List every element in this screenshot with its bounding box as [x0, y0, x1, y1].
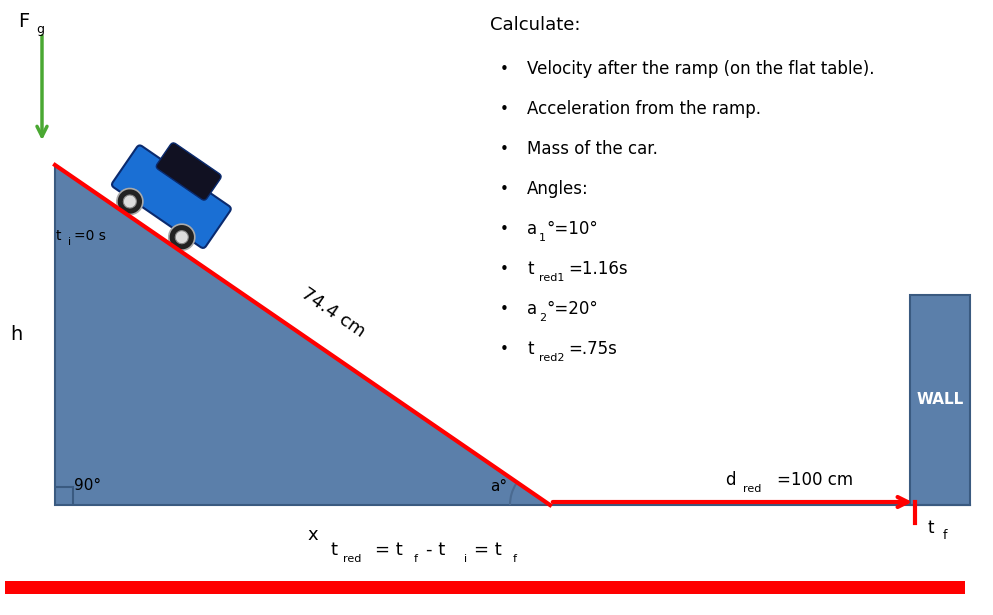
Text: •: • — [500, 182, 508, 197]
Text: 2: 2 — [539, 313, 546, 323]
Text: 1: 1 — [539, 233, 546, 243]
Text: Acceleration from the ramp.: Acceleration from the ramp. — [527, 100, 761, 118]
Text: = t: = t — [474, 541, 501, 559]
Text: Calculate:: Calculate: — [490, 16, 581, 34]
Text: x: x — [307, 526, 318, 544]
Text: i: i — [464, 554, 467, 564]
FancyBboxPatch shape — [910, 295, 970, 505]
Text: Velocity after the ramp (on the flat table).: Velocity after the ramp (on the flat tab… — [527, 60, 875, 78]
Text: =.75s: =.75s — [568, 340, 617, 358]
Text: - t: - t — [426, 541, 445, 559]
Text: i: i — [68, 237, 71, 247]
Text: •: • — [500, 222, 508, 237]
Text: t: t — [527, 260, 533, 278]
Polygon shape — [55, 165, 550, 505]
Text: Mass of the car.: Mass of the car. — [527, 140, 658, 158]
FancyBboxPatch shape — [156, 143, 221, 200]
Circle shape — [176, 231, 189, 244]
Text: 90°: 90° — [74, 478, 101, 493]
Text: WALL: WALL — [917, 392, 963, 408]
Text: a°: a° — [490, 479, 507, 494]
FancyBboxPatch shape — [5, 581, 965, 593]
Text: t: t — [527, 340, 533, 358]
Text: d: d — [725, 471, 736, 489]
Text: 74.4 cm: 74.4 cm — [297, 284, 368, 341]
Circle shape — [123, 195, 136, 208]
Text: t: t — [56, 229, 62, 243]
Text: •: • — [500, 342, 508, 357]
Text: °=20°: °=20° — [546, 300, 598, 318]
Text: •: • — [500, 262, 508, 277]
Text: red1: red1 — [539, 273, 564, 283]
Text: •: • — [500, 302, 508, 317]
Text: = t: = t — [375, 541, 403, 559]
Text: =100 cm: =100 cm — [777, 471, 853, 489]
Text: t: t — [928, 519, 934, 537]
Text: f: f — [513, 554, 517, 564]
Circle shape — [169, 224, 195, 250]
Text: f: f — [414, 554, 418, 564]
Text: red: red — [343, 554, 361, 564]
Text: h: h — [10, 325, 22, 344]
Text: a: a — [527, 300, 537, 318]
Text: •: • — [500, 102, 508, 117]
Text: f: f — [943, 529, 947, 542]
Text: F: F — [18, 12, 29, 31]
Text: =1.16s: =1.16s — [568, 260, 628, 278]
Text: •: • — [500, 62, 508, 77]
Text: °=10°: °=10° — [546, 220, 598, 238]
Text: red: red — [743, 484, 762, 494]
Text: =0 s: =0 s — [74, 229, 106, 243]
Text: g: g — [36, 23, 44, 36]
Text: Angles:: Angles: — [527, 180, 589, 198]
Text: t: t — [330, 541, 337, 559]
Text: a: a — [527, 220, 537, 238]
Text: red2: red2 — [539, 353, 564, 363]
Circle shape — [117, 189, 143, 215]
Text: •: • — [500, 142, 508, 157]
FancyBboxPatch shape — [112, 145, 230, 248]
